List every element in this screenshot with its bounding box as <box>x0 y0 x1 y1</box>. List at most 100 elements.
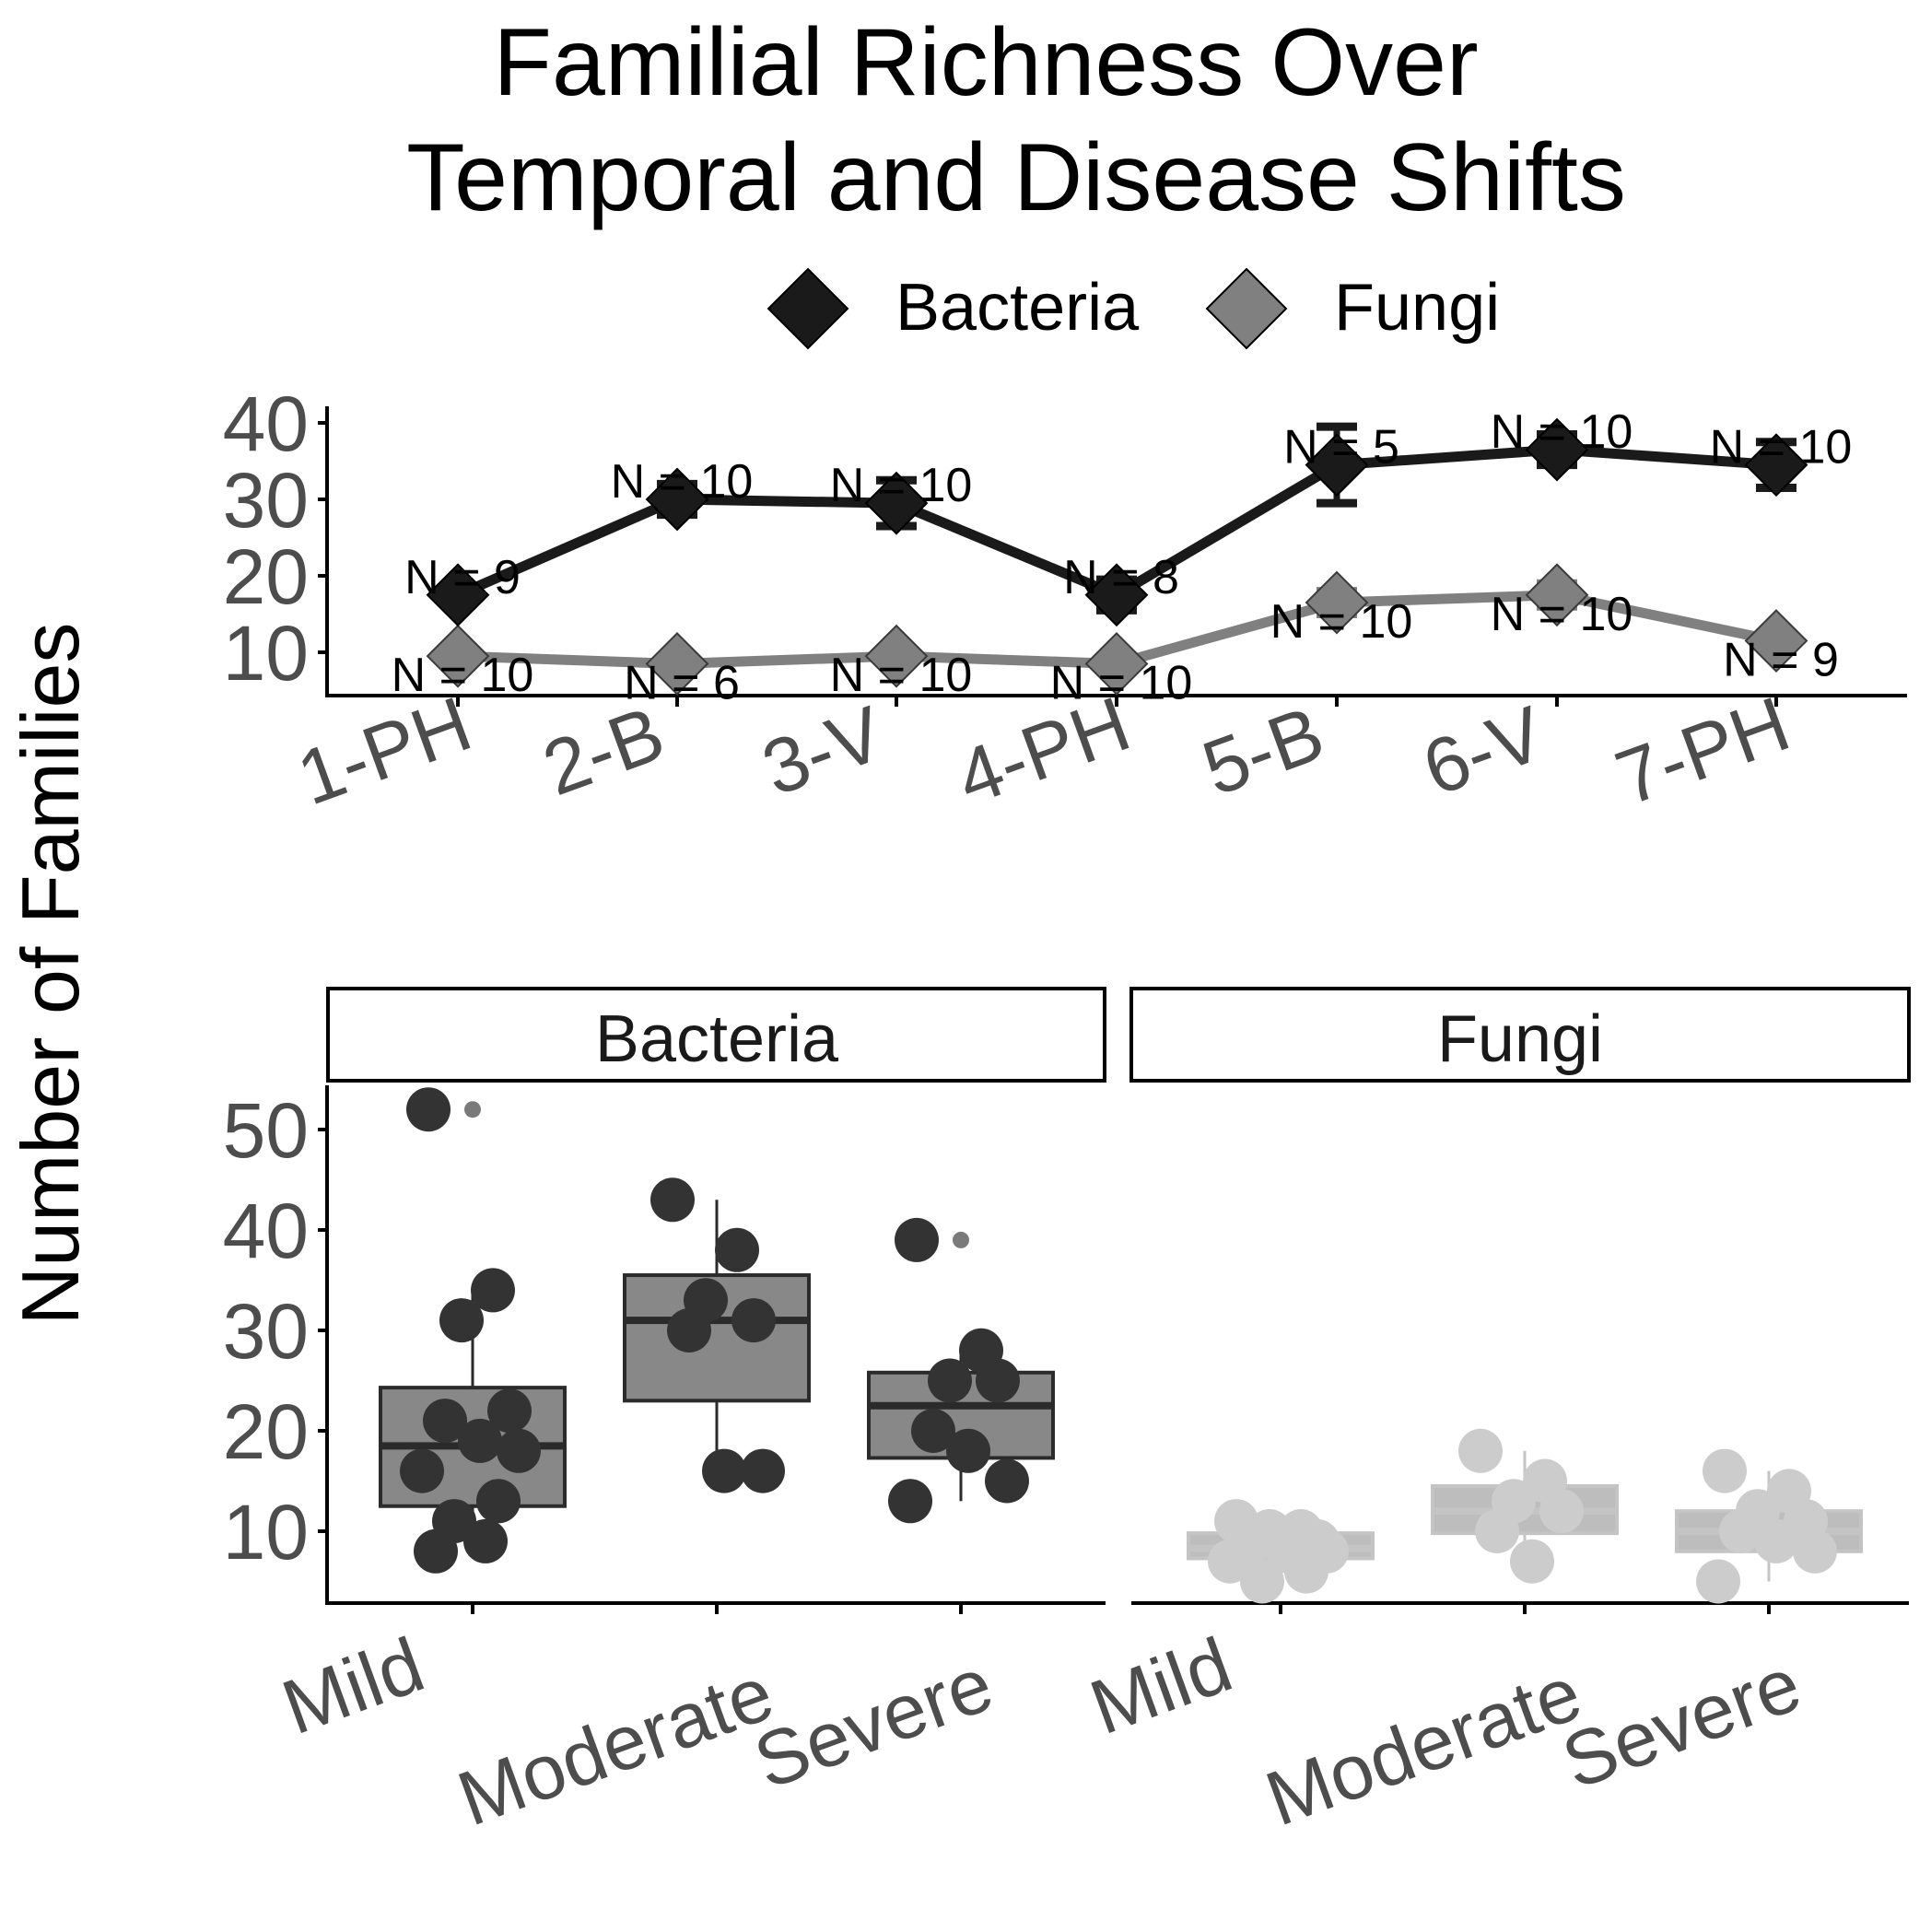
jitter-point-bacteria <box>439 1298 484 1343</box>
point-bacteria <box>1525 417 1589 482</box>
jitter-point-bacteria <box>497 1428 541 1473</box>
point-fungi <box>1744 609 1808 673</box>
jitter-point-fungi <box>1458 1428 1503 1473</box>
bottom-x-tick-label-bacteria: Mild <box>272 1621 435 1751</box>
jitter-point-bacteria <box>715 1227 759 1272</box>
jitter-point-fungi <box>1475 1509 1519 1553</box>
point-bacteria <box>864 471 929 535</box>
n-label-fungi: N = 10 <box>392 649 534 702</box>
n-label-bacteria: N = 8 <box>1063 551 1179 604</box>
jitter-point-bacteria <box>458 1418 502 1463</box>
n-label-fungi: N = 10 <box>1491 588 1633 641</box>
jitter-point-fungi <box>1240 1559 1284 1604</box>
jitter-point-fungi <box>1719 1509 1763 1553</box>
jitter-point-fungi <box>1703 1448 1747 1493</box>
jitter-point-fungi <box>1754 1518 1798 1563</box>
n-label-bacteria: N = 10 <box>1491 405 1633 459</box>
jitter-point-bacteria <box>471 1268 515 1313</box>
bottom-y-tick-label: 40 <box>223 1188 309 1274</box>
bottom-x-tick-label-fungi: Mild <box>1080 1621 1243 1751</box>
facet-strip-bacteria <box>326 987 1106 1083</box>
top-y-tick-label: 40 <box>223 381 309 467</box>
jitter-point-bacteria <box>463 1518 508 1563</box>
jitter-point-fungi <box>1510 1539 1554 1584</box>
n-label-fungi: N = 6 <box>624 656 740 709</box>
jitter-point-bacteria <box>414 1528 458 1574</box>
jitter-point-bacteria <box>400 1448 444 1493</box>
jitter-point-bacteria <box>888 1479 932 1524</box>
jitter-point-bacteria <box>731 1298 776 1343</box>
jitter-point-bacteria <box>487 1388 532 1434</box>
point-bacteria <box>1744 433 1808 498</box>
jitter-point-bacteria <box>946 1428 990 1473</box>
bottom-x-tick-label-bacteria: Severe <box>743 1640 1003 1805</box>
bottom-y-tick-label: 20 <box>223 1388 309 1475</box>
point-bacteria <box>1305 433 1369 498</box>
jitter-point-fungi <box>1539 1489 1584 1534</box>
jitter-point-bacteria <box>667 1308 711 1352</box>
point-bacteria <box>645 467 709 532</box>
point-bacteria <box>1084 563 1149 627</box>
n-label-fungi: N = 10 <box>1270 595 1413 649</box>
bottom-x-tick-label-bacteria: Moderate <box>447 1649 784 1843</box>
point-fungi <box>1084 632 1149 696</box>
n-label-fungi: N = 9 <box>1723 634 1839 687</box>
jitter-point-fungi <box>1208 1539 1252 1584</box>
chart-title-line-1: Familial Richness Over <box>493 9 1478 116</box>
jitter-point-fungi <box>1793 1528 1837 1574</box>
jitter-point-bacteria <box>985 1458 1029 1504</box>
point-fungi <box>1305 570 1369 635</box>
point-fungi <box>864 624 929 688</box>
point-fungi <box>1525 563 1589 627</box>
bottom-y-tick-label: 10 <box>223 1489 309 1575</box>
top-y-tick-label: 10 <box>223 610 309 697</box>
jitter-point-bacteria <box>423 1399 467 1444</box>
n-label-bacteria: N = 10 <box>830 459 973 512</box>
n-label-bacteria: N = 9 <box>404 551 521 604</box>
facet-strip-fungi <box>1129 987 1911 1083</box>
bottom-x-tick-label-fungi: Moderate <box>1255 1649 1592 1843</box>
n-label-bacteria: N = 5 <box>1283 421 1399 474</box>
jitter-point-bacteria <box>650 1177 695 1223</box>
y-axis-label: Number of Families <box>5 623 96 1326</box>
chart-title-line-2: Temporal and Disease Shifts <box>406 124 1626 231</box>
jitter-point-bacteria <box>928 1358 972 1403</box>
n-label-fungi: N = 10 <box>830 649 973 702</box>
top-x-tick-label: 3-V <box>752 689 895 812</box>
point-bacteria <box>426 563 490 627</box>
n-label-bacteria: N = 10 <box>1710 421 1853 474</box>
top-x-tick-label: 5-B <box>1192 689 1335 812</box>
n-label-fungi: N = 10 <box>1050 656 1193 709</box>
jitter-point-fungi <box>1284 1549 1328 1594</box>
point-fungi <box>645 632 709 696</box>
legend: Bacteria Fungi <box>767 267 1500 350</box>
bottom-y-tick-label: 50 <box>223 1087 309 1174</box>
facet-strip-label-bacteria: Bacteria <box>595 1002 839 1076</box>
outlier-bacteria <box>953 1231 969 1248</box>
legend-label-bacteria: Bacteria <box>895 271 1140 345</box>
facet-strip-label-fungi: Fungi <box>1437 1002 1603 1076</box>
outlier-bacteria <box>464 1101 481 1118</box>
jitter-point-bacteria <box>476 1479 521 1524</box>
jitter-point-bacteria <box>895 1217 939 1262</box>
legend-label-fungi: Fungi <box>1334 271 1500 345</box>
top-y-tick-label: 20 <box>223 533 309 620</box>
jitter-point-bacteria <box>976 1358 1020 1403</box>
point-fungi <box>426 624 490 688</box>
jitter-point-bacteria <box>741 1448 785 1493</box>
bottom-y-tick-label: 30 <box>223 1288 309 1375</box>
jitter-point-bacteria <box>702 1448 746 1493</box>
jitter-point-fungi <box>1696 1559 1740 1604</box>
jitter-point-bacteria <box>911 1409 955 1453</box>
n-label-bacteria: N = 10 <box>611 455 754 509</box>
bottom-x-tick-label-fungi: Severe <box>1551 1640 1811 1805</box>
legend-key-bacteria <box>767 267 849 350</box>
jitter-point-bacteria <box>406 1087 451 1132</box>
top-y-tick-label: 30 <box>223 457 309 544</box>
legend-key-fungi <box>1205 267 1288 350</box>
top-x-tick-label: 6-V <box>1412 689 1555 812</box>
top-x-tick-label: 7-PH <box>1605 680 1800 822</box>
